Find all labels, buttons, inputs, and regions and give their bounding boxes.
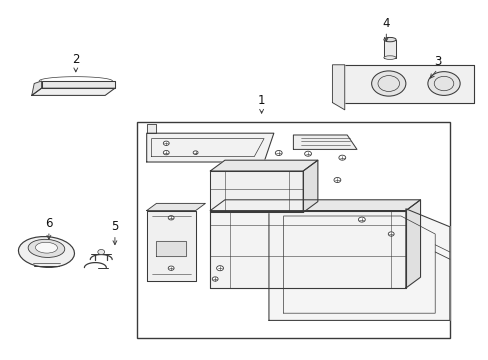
Polygon shape xyxy=(146,133,273,162)
Ellipse shape xyxy=(19,237,74,267)
Polygon shape xyxy=(383,40,395,58)
Circle shape xyxy=(387,232,393,236)
Polygon shape xyxy=(210,211,405,288)
Ellipse shape xyxy=(36,242,57,253)
Circle shape xyxy=(212,277,218,281)
Text: 4: 4 xyxy=(382,17,389,30)
Circle shape xyxy=(163,141,169,145)
Polygon shape xyxy=(268,209,449,320)
Circle shape xyxy=(304,151,311,156)
Circle shape xyxy=(168,266,174,270)
Circle shape xyxy=(427,72,459,95)
Circle shape xyxy=(333,177,340,183)
Circle shape xyxy=(193,151,198,154)
Circle shape xyxy=(275,150,282,156)
Polygon shape xyxy=(303,160,317,212)
Circle shape xyxy=(338,155,345,160)
Ellipse shape xyxy=(383,37,395,42)
Polygon shape xyxy=(146,211,195,281)
Polygon shape xyxy=(146,203,205,211)
Bar xyxy=(137,122,449,338)
Ellipse shape xyxy=(28,239,64,257)
Circle shape xyxy=(163,150,169,155)
Text: 3: 3 xyxy=(433,55,441,68)
Circle shape xyxy=(216,266,223,271)
Circle shape xyxy=(371,71,405,96)
Polygon shape xyxy=(156,241,185,256)
Polygon shape xyxy=(41,81,115,88)
Polygon shape xyxy=(332,65,473,103)
Polygon shape xyxy=(210,160,317,171)
Polygon shape xyxy=(146,124,156,133)
Text: 2: 2 xyxy=(72,53,80,66)
Polygon shape xyxy=(332,65,344,110)
Circle shape xyxy=(358,217,365,222)
Text: 6: 6 xyxy=(45,217,53,230)
Text: 5: 5 xyxy=(111,220,119,233)
Polygon shape xyxy=(405,200,420,288)
Polygon shape xyxy=(32,81,41,95)
Ellipse shape xyxy=(383,56,395,59)
Polygon shape xyxy=(293,135,356,149)
Polygon shape xyxy=(210,171,303,212)
Polygon shape xyxy=(210,200,420,211)
Text: 1: 1 xyxy=(257,94,265,107)
Polygon shape xyxy=(32,88,115,95)
Circle shape xyxy=(168,216,174,220)
Circle shape xyxy=(98,249,104,255)
